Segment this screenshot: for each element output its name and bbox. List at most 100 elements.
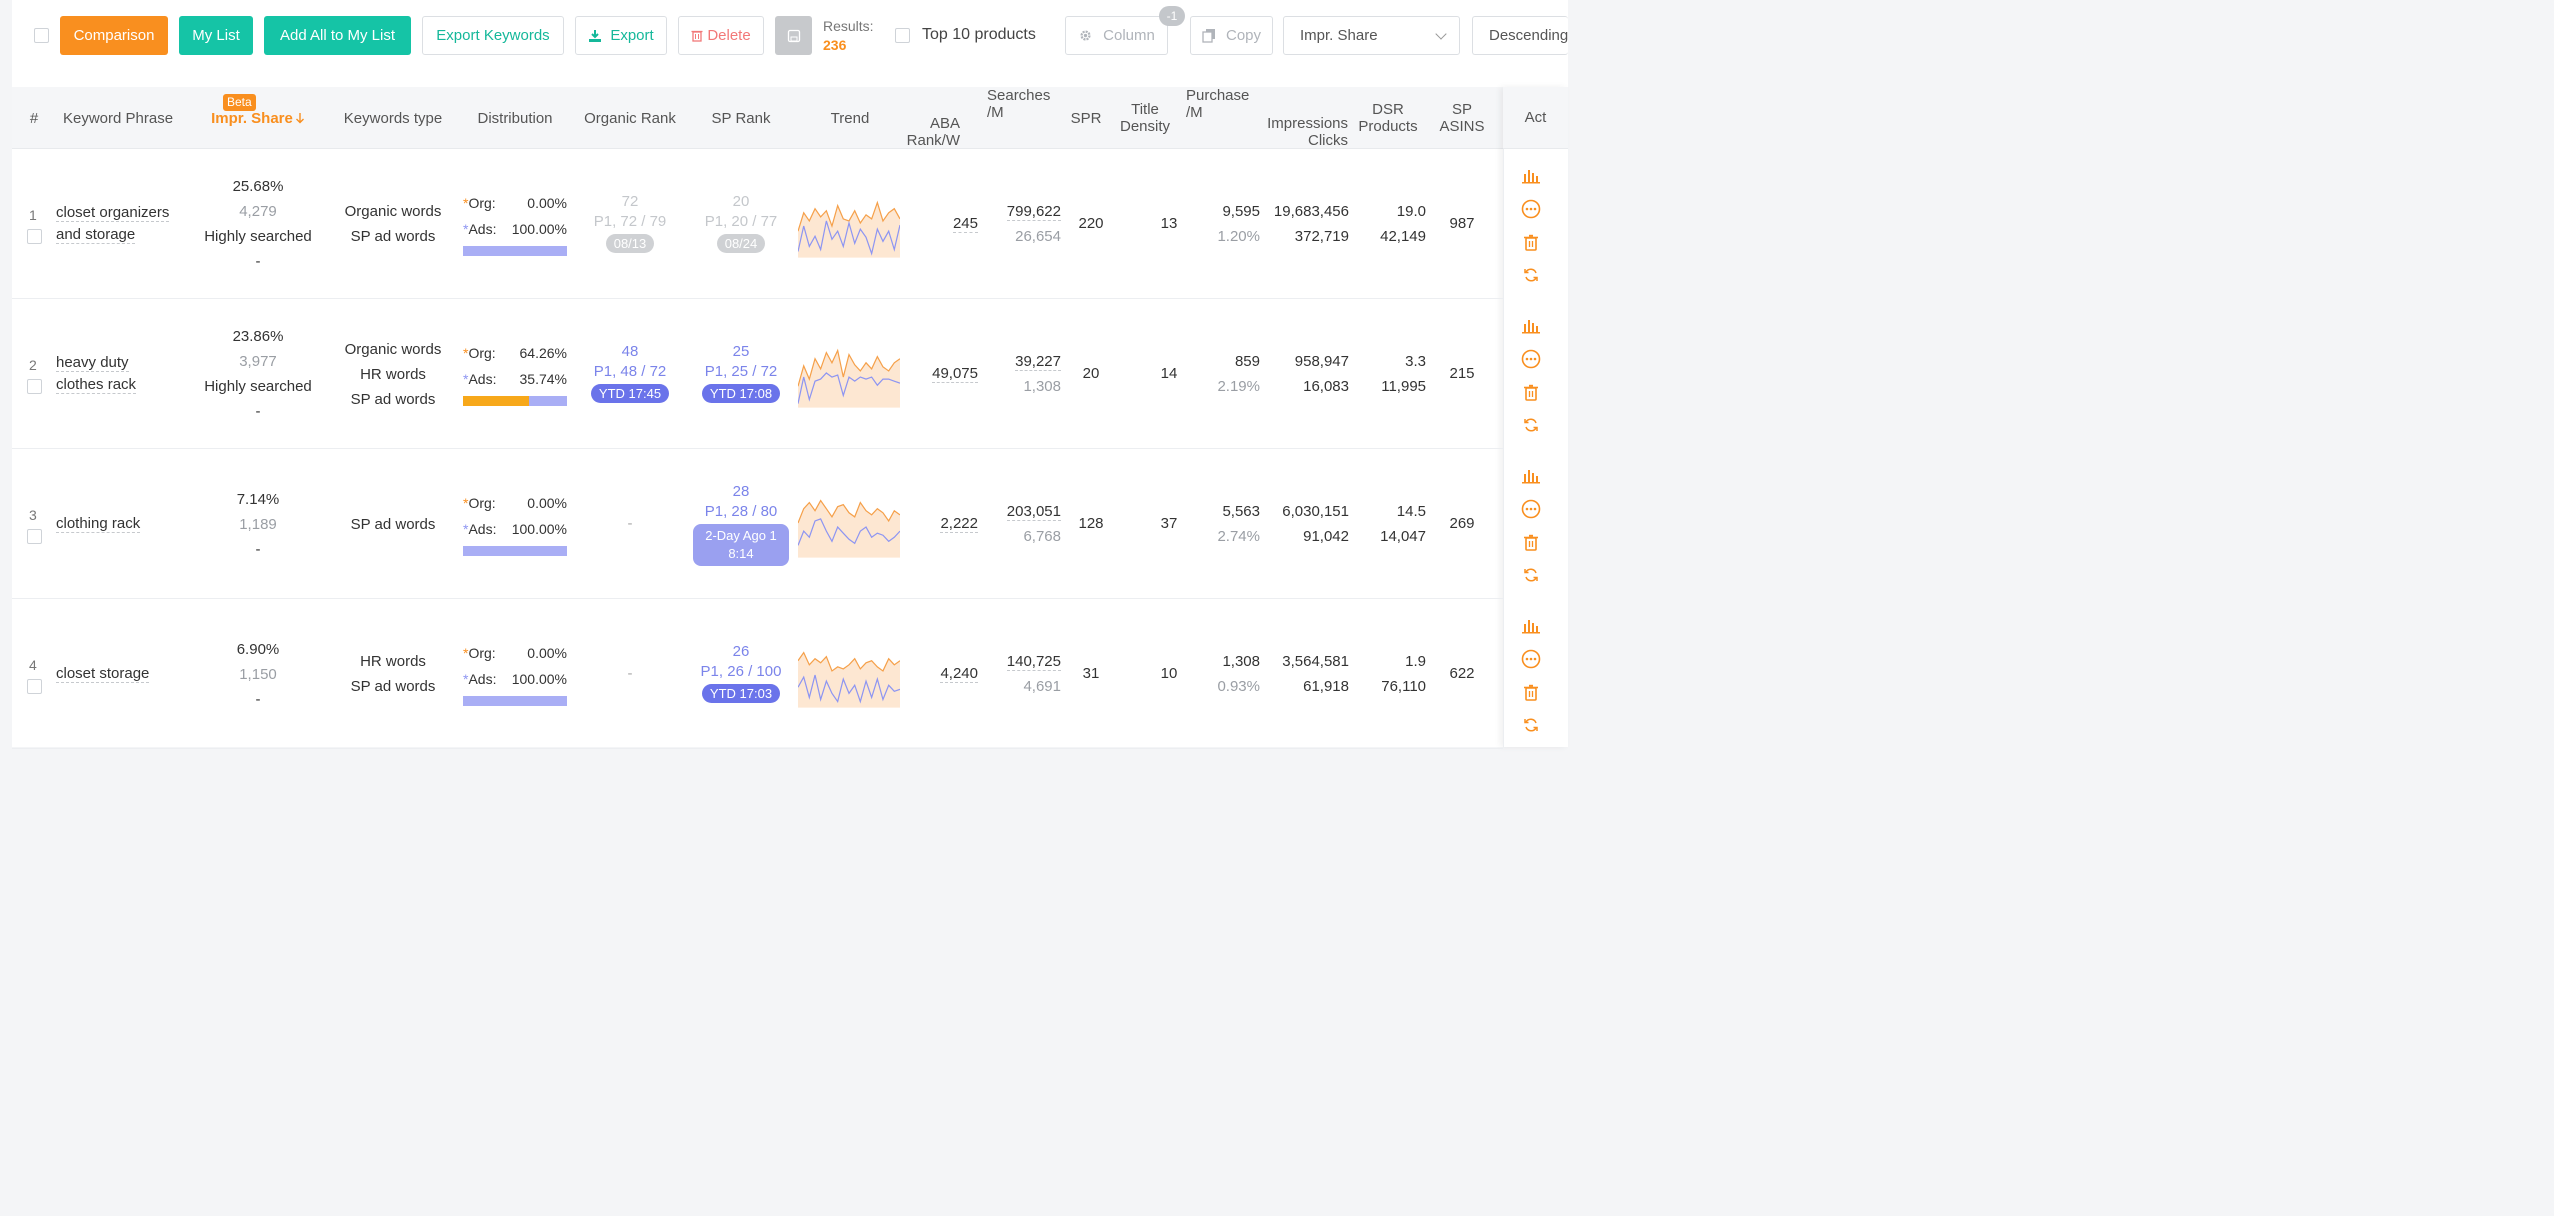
trash-icon[interactable] <box>1520 531 1542 553</box>
trend-sparkline[interactable] <box>798 490 900 558</box>
title-density-value: 14 <box>1160 365 1178 382</box>
chart-icon[interactable] <box>1520 615 1542 637</box>
more-icon[interactable] <box>1520 498 1542 520</box>
impressions-value: 6,030,151 <box>1282 503 1349 520</box>
searches-cell[interactable]: 799,622 26,654 <box>987 199 1061 249</box>
aba-rank[interactable]: 49,075 <box>904 361 978 386</box>
ads-label: Ads: <box>468 371 497 387</box>
aba-rank[interactable]: 2,222 <box>904 511 978 536</box>
chart-icon[interactable] <box>1520 165 1542 187</box>
keyword-type: HR words <box>360 653 426 670</box>
chart-icon[interactable] <box>1520 315 1542 337</box>
my-list-button[interactable]: My List <box>179 16 253 55</box>
searches-sub: 26,654 <box>1015 228 1061 245</box>
org-label: Org: <box>468 495 496 511</box>
purchase-cell: 5,563 2.74% <box>1186 499 1260 549</box>
delete-button[interactable]: Delete <box>678 16 764 55</box>
impr-impr-pct: 25.68% <box>232 178 284 195</box>
purchase-value: 1,308 <box>1222 653 1260 670</box>
trend-sparkline[interactable] <box>798 190 900 258</box>
distribution-cell: *Org: 0.00% *Ads: 100.00% <box>463 190 567 256</box>
col-imp-line2: Clicks <box>1308 132 1348 149</box>
keyword-phrase[interactable]: clothing rack <box>56 513 141 535</box>
row-checkbox[interactable] <box>27 529 42 544</box>
ads-asterisk: * <box>463 371 469 387</box>
organic-rank[interactable]: 72 P1, 72 / 79 08/13 <box>574 192 686 254</box>
top10-checkbox[interactable] <box>895 28 910 43</box>
col-spr[interactable]: SPR <box>1070 109 1102 127</box>
top10-label: Top 10 products <box>922 26 1036 43</box>
sp-rank[interactable]: 25 P1, 25 / 72 YTD 17:08 <box>685 342 797 404</box>
trash-icon[interactable] <box>1520 681 1542 703</box>
distribution-bar-ads <box>463 546 567 556</box>
dsr-products-cell: 3.3 11,995 <box>1354 349 1426 399</box>
copy-button[interactable]: Copy <box>1190 16 1273 55</box>
col-searches-line2: /M <box>987 104 1004 121</box>
row-checkbox[interactable] <box>27 379 42 394</box>
searches-sub: 1,308 <box>1023 378 1061 395</box>
trash-icon[interactable] <box>1520 231 1542 253</box>
keyword-phrase[interactable]: closet organizers and storage <box>56 202 170 246</box>
col-sp-rank[interactable]: SP Rank <box>711 109 771 127</box>
impr-share-cell: 6.90% 1,150 - <box>198 637 318 712</box>
impressions-clicks-cell: 19,683,456 372,719 <box>1260 199 1349 249</box>
arrow-down-icon <box>295 113 304 124</box>
clicks-value: 91,042 <box>1303 528 1349 545</box>
more-icon[interactable] <box>1520 198 1542 220</box>
col-impressions-clicks[interactable]: Impressions Clicks <box>1260 87 1348 149</box>
export-button[interactable]: Export <box>575 16 667 55</box>
organic-rank-page: P1, 48 / 72 <box>593 363 667 380</box>
searches-cell[interactable]: 203,051 6,768 <box>987 499 1061 549</box>
refresh-icon[interactable] <box>1520 714 1542 736</box>
comparison-button[interactable]: Comparison <box>60 16 168 55</box>
aba-rank[interactable]: 245 <box>904 211 978 236</box>
row-checkbox[interactable] <box>27 679 42 694</box>
distribution-bar <box>463 246 567 256</box>
organic-rank[interactable]: 48 P1, 48 / 72 YTD 17:45 <box>574 342 686 404</box>
distribution-cell: *Org: 0.00% *Ads: 100.00% <box>463 640 567 706</box>
sp-rank[interactable]: 26 P1, 26 / 100 YTD 17:03 <box>685 642 797 704</box>
col-dsr-line2: Products <box>1358 118 1418 135</box>
refresh-icon[interactable] <box>1520 414 1542 436</box>
sp-rank[interactable]: 28 P1, 28 / 80 2-Day Ago 1 8:14 <box>685 482 797 566</box>
more-icon[interactable] <box>1520 648 1542 670</box>
aba-rank[interactable]: 4,240 <box>904 661 978 686</box>
searches-cell[interactable]: 140,725 4,691 <box>987 649 1061 699</box>
col-searches[interactable]: Searches /M <box>987 87 1059 149</box>
keyword-line1: clothing rack <box>56 515 141 533</box>
download-icon <box>589 29 602 42</box>
col-aba-rank[interactable]: ABA Rank/W <box>904 87 960 149</box>
row-actions <box>1520 315 1542 447</box>
chart-icon[interactable] <box>1520 465 1542 487</box>
trend-sparkline[interactable] <box>798 340 900 408</box>
row-checkbox[interactable] <box>27 229 42 244</box>
keyword-type: HR words <box>360 365 426 383</box>
keyword-phrase[interactable]: heavy duty clothes rack <box>56 352 137 396</box>
col-title-density[interactable]: Title Density <box>1116 87 1174 149</box>
add-all-to-my-list-button[interactable]: Add All to My List <box>264 16 411 55</box>
refresh-icon[interactable] <box>1520 564 1542 586</box>
refresh-icon[interactable] <box>1520 264 1542 286</box>
sp-rank[interactable]: 20 P1, 20 / 77 08/24 <box>685 192 797 254</box>
col-purchase[interactable]: Purchase /M <box>1186 87 1256 149</box>
more-icon[interactable] <box>1520 348 1542 370</box>
col-sp-asins[interactable]: SP ASINS <box>1434 87 1490 149</box>
keyword-phrase[interactable]: closet storage <box>56 663 150 685</box>
col-dsr-products[interactable]: DSR Products <box>1354 87 1422 149</box>
sort-field-value: Impr. Share <box>1300 27 1378 44</box>
col-organic-rank[interactable]: Organic Rank <box>584 109 676 127</box>
save-icon-button[interactable] <box>775 16 812 55</box>
col-keyword[interactable]: Keyword Phrase <box>63 109 174 127</box>
select-all-checkbox[interactable] <box>34 28 49 43</box>
searches-cell[interactable]: 39,227 1,308 <box>987 349 1061 399</box>
trend-line-purple <box>798 674 900 704</box>
sp-rank-value: 26 <box>732 643 750 660</box>
export-keywords-button[interactable]: Export Keywords <box>422 16 564 55</box>
sort-order-select[interactable]: Descending <box>1472 16 1568 55</box>
sort-field-select[interactable]: Impr. Share <box>1283 16 1460 55</box>
column-button[interactable]: Column <box>1065 16 1168 55</box>
col-impr-share[interactable]: Impr. Share <box>210 87 306 149</box>
distribution-bar-ads <box>529 396 567 406</box>
trend-sparkline[interactable] <box>798 640 900 708</box>
trash-icon[interactable] <box>1520 381 1542 403</box>
